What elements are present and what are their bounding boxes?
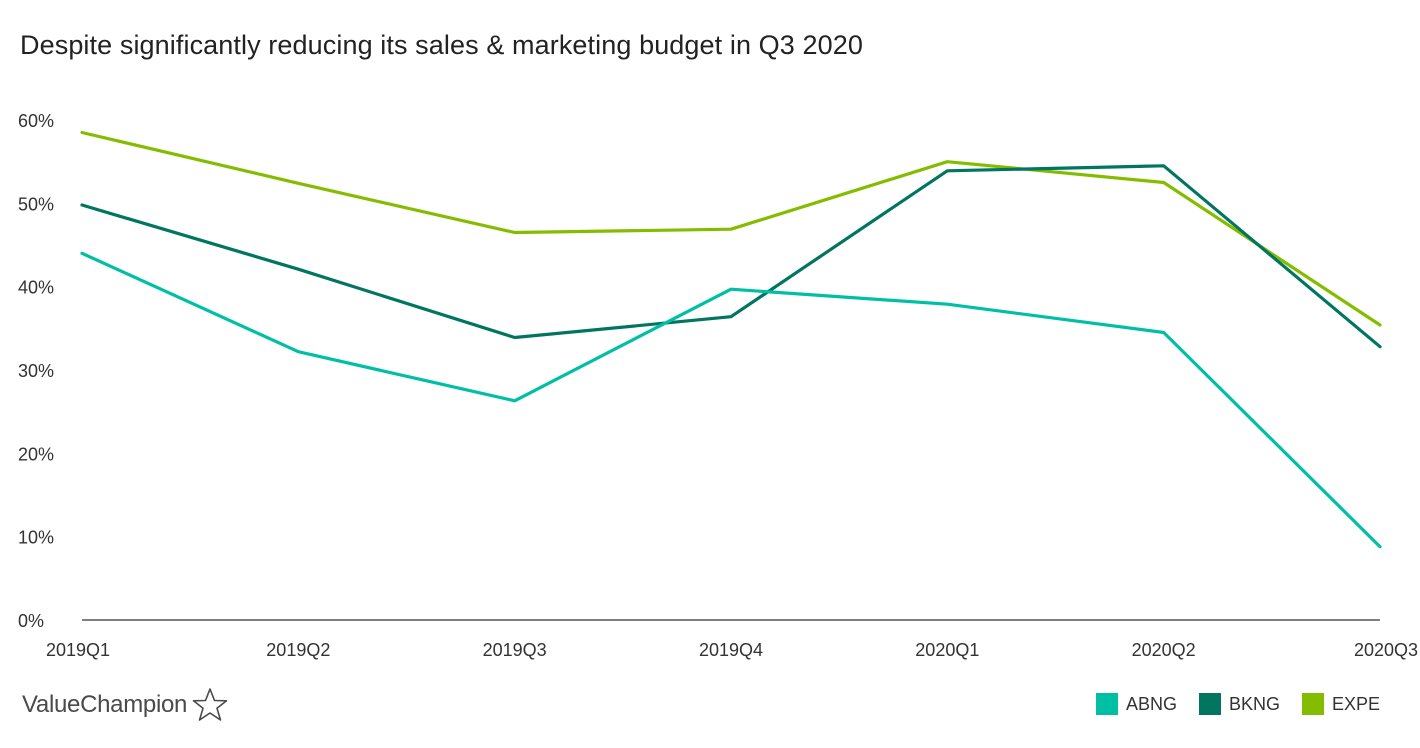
star-outline-icon bbox=[192, 688, 228, 721]
y-tick-label: 30% bbox=[18, 361, 54, 381]
x-tick-label: 2020Q3 bbox=[1354, 640, 1418, 660]
y-tick-label: 40% bbox=[18, 278, 54, 298]
legend-label-bkng: BKNG bbox=[1228, 693, 1280, 714]
y-tick-label: 10% bbox=[18, 528, 54, 548]
legend-item-bkng: BKNG bbox=[1198, 693, 1280, 715]
legend-swatch-abng bbox=[1095, 693, 1118, 715]
chart-legend: ABNG BKNG EXPE bbox=[1095, 693, 1380, 715]
x-tick-label: 2019Q2 bbox=[266, 640, 330, 660]
series-line-bkng bbox=[80, 164, 1382, 349]
chart-title: Despite significantly reducing its sales… bbox=[20, 30, 863, 60]
legend-swatch-expe bbox=[1301, 693, 1324, 715]
series-line-abng bbox=[80, 251, 1382, 549]
legend-label-expe: EXPE bbox=[1331, 693, 1380, 714]
y-tick-label: 50% bbox=[18, 194, 54, 214]
x-tick-label: 2020Q1 bbox=[915, 640, 979, 660]
legend-item-expe: EXPE bbox=[1301, 693, 1380, 715]
brand-name: ValueChampion bbox=[22, 691, 188, 718]
y-tick-label: 20% bbox=[18, 444, 54, 464]
brand-logo: ValueChampion bbox=[22, 686, 229, 724]
y-tick-label: 0% bbox=[18, 611, 44, 631]
y-tick-label: 60% bbox=[18, 111, 54, 131]
legend-label-abng: ABNG bbox=[1125, 693, 1177, 714]
x-tick-label: 2019Q1 bbox=[46, 640, 110, 660]
legend-swatch-bkng bbox=[1198, 693, 1221, 715]
x-tick-label: 2019Q3 bbox=[483, 640, 547, 660]
x-tick-label: 2019Q4 bbox=[699, 640, 763, 660]
series-line-expe bbox=[80, 130, 1382, 327]
legend-item-abng: ABNG bbox=[1095, 693, 1177, 715]
x-tick-label: 2020Q2 bbox=[1132, 640, 1196, 660]
